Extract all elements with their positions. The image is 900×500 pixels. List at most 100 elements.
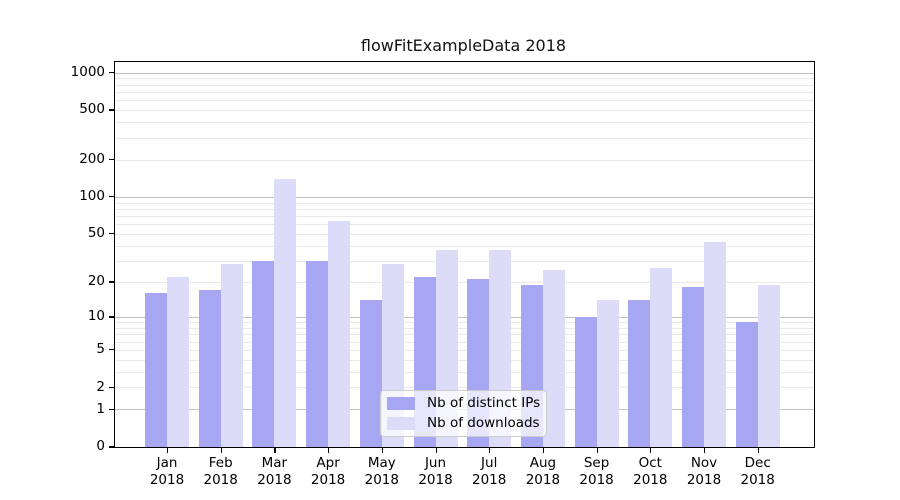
- x-tick-label: Mar 2018: [257, 455, 292, 488]
- gridline-minor: [115, 260, 814, 262]
- gridline-minor: [115, 322, 814, 324]
- x-tick-label: Oct 2018: [633, 455, 668, 488]
- legend-row-nb-of-distinct-ips: Nb of distinct IPs: [387, 395, 541, 411]
- y-tick-label: 1000: [70, 63, 105, 80]
- gridline-minor: [115, 281, 814, 283]
- bar-nb-of-distinct-ips-jan: [145, 293, 167, 447]
- y-tick: [108, 349, 114, 351]
- bar-nb-of-downloads-jan: [167, 277, 189, 447]
- gridlines-layer: [115, 62, 814, 447]
- bar-nb-of-distinct-ips-nov: [682, 287, 704, 447]
- x-tick: [650, 448, 652, 454]
- bar-nb-of-distinct-ips-may: [359, 300, 382, 447]
- gridline-minor: [115, 137, 814, 139]
- x-tick-label: Feb 2018: [203, 455, 238, 488]
- gridline-minor: [115, 224, 814, 226]
- x-tick: [381, 448, 383, 454]
- y-tick-label: 0: [96, 438, 105, 455]
- y-tick: [108, 233, 114, 235]
- bar-nb-of-distinct-ips-dec: [735, 322, 758, 447]
- legend-label-nb-of-distinct-ips: Nb of distinct IPs: [427, 395, 541, 411]
- bar-nb-of-distinct-ips-feb: [198, 290, 221, 447]
- gridline-minor: [115, 349, 814, 351]
- legend-row-nb-of-downloads: Nb of downloads: [387, 415, 540, 431]
- gridline-minor: [115, 84, 814, 86]
- bar-nb-of-distinct-ips-oct: [628, 300, 651, 447]
- bar-nb-of-downloads-sep: [596, 300, 619, 447]
- x-tick-label: Nov 2018: [686, 455, 722, 488]
- bar-nb-of-downloads-dec: [757, 284, 780, 447]
- bar-nb-of-downloads-aug: [542, 270, 565, 447]
- gridline-minor: [115, 202, 814, 204]
- gridline-minor: [115, 387, 814, 389]
- gridline-minor: [115, 334, 814, 336]
- x-tick-label: Sep 2018: [579, 455, 614, 488]
- x-tick-label: Dec 2018: [740, 455, 775, 488]
- bar-nb-of-downloads-oct: [650, 268, 673, 447]
- bar-nb-of-distinct-ips-sep: [574, 317, 597, 447]
- gridline-minor: [115, 159, 814, 161]
- bar-nb-of-downloads-apr: [328, 220, 351, 447]
- gridline-minor: [115, 359, 814, 361]
- bar-nb-of-distinct-ips-mar: [252, 260, 275, 447]
- y-tick-label: 10: [87, 308, 105, 325]
- y-tick-label: 100: [79, 188, 105, 205]
- bar-nb-of-downloads-nov: [704, 241, 726, 447]
- y-tick: [108, 71, 114, 74]
- y-tick-label: 20: [87, 273, 105, 290]
- gridline-major: [115, 317, 814, 319]
- y-tick: [108, 446, 114, 448]
- gridline-major: [115, 72, 814, 74]
- gridline-major: [115, 196, 814, 198]
- x-tick: [757, 448, 759, 454]
- plot-area: Jan 2018 Feb 2018 Mar 2018 Apr 2018 May 2018…: [71, 61, 815, 488]
- y-tick: [108, 386, 114, 389]
- gridline-minor: [115, 110, 814, 112]
- x-tick: [274, 448, 276, 454]
- bar-nb-of-distinct-ips-apr: [306, 260, 329, 447]
- x-tick-label: Jun 2018: [418, 455, 453, 488]
- bar-nb-of-downloads-feb: [220, 264, 243, 447]
- legend-swatch-nb-of-distinct-ips: [387, 397, 415, 410]
- x-tick-label: Aug 2018: [525, 455, 561, 488]
- gridline-minor: [115, 122, 814, 124]
- gridline-minor: [115, 91, 814, 93]
- gridline-minor: [115, 233, 814, 235]
- gridline-minor: [115, 341, 814, 343]
- chart-title: flowFitExampleData 2018: [360, 36, 567, 55]
- x-tick: [435, 448, 437, 454]
- x-tick: [167, 448, 169, 454]
- x-tick-label: Jul 2018: [472, 455, 507, 488]
- bar-nb-of-downloads-mar: [274, 178, 297, 447]
- gridline-minor: [115, 100, 814, 102]
- x-tick: [220, 448, 222, 454]
- bars-layer: [115, 62, 814, 447]
- legend-swatch-nb-of-downloads: [387, 417, 415, 430]
- legend: Nb of distinct IPs Nb of downloads: [380, 390, 547, 437]
- gridline-minor: [115, 245, 814, 247]
- y-tick-label: 2: [96, 378, 105, 395]
- x-tick: [542, 448, 545, 454]
- y-tick-label: 50: [87, 225, 105, 242]
- axis-ticks-layer: Jan 2018 Feb 2018 Mar 2018 Apr 2018 May 2018…: [71, 62, 814, 488]
- legend-label-nb-of-downloads: Nb of downloads: [427, 415, 540, 431]
- x-tick: [704, 448, 706, 454]
- y-tick: [108, 158, 114, 161]
- y-tick: [108, 281, 114, 283]
- gridline-minor: [115, 78, 814, 80]
- y-tick-label: 1: [96, 400, 105, 417]
- y-tick: [108, 316, 114, 318]
- gridline-minor: [115, 215, 814, 217]
- x-tick: [489, 448, 491, 454]
- y-tick: [108, 408, 114, 411]
- x-tick-label: Jan 2018: [149, 455, 185, 488]
- x-tick: [596, 448, 598, 454]
- gridline-minor: [115, 208, 814, 210]
- y-tick-label: 200: [79, 150, 105, 167]
- x-tick-label: May 2018: [364, 455, 399, 488]
- y-tick-label: 500: [79, 101, 105, 118]
- gridline-minor: [115, 371, 814, 373]
- gridline-minor: [115, 327, 814, 329]
- y-tick-label: 5: [96, 341, 105, 358]
